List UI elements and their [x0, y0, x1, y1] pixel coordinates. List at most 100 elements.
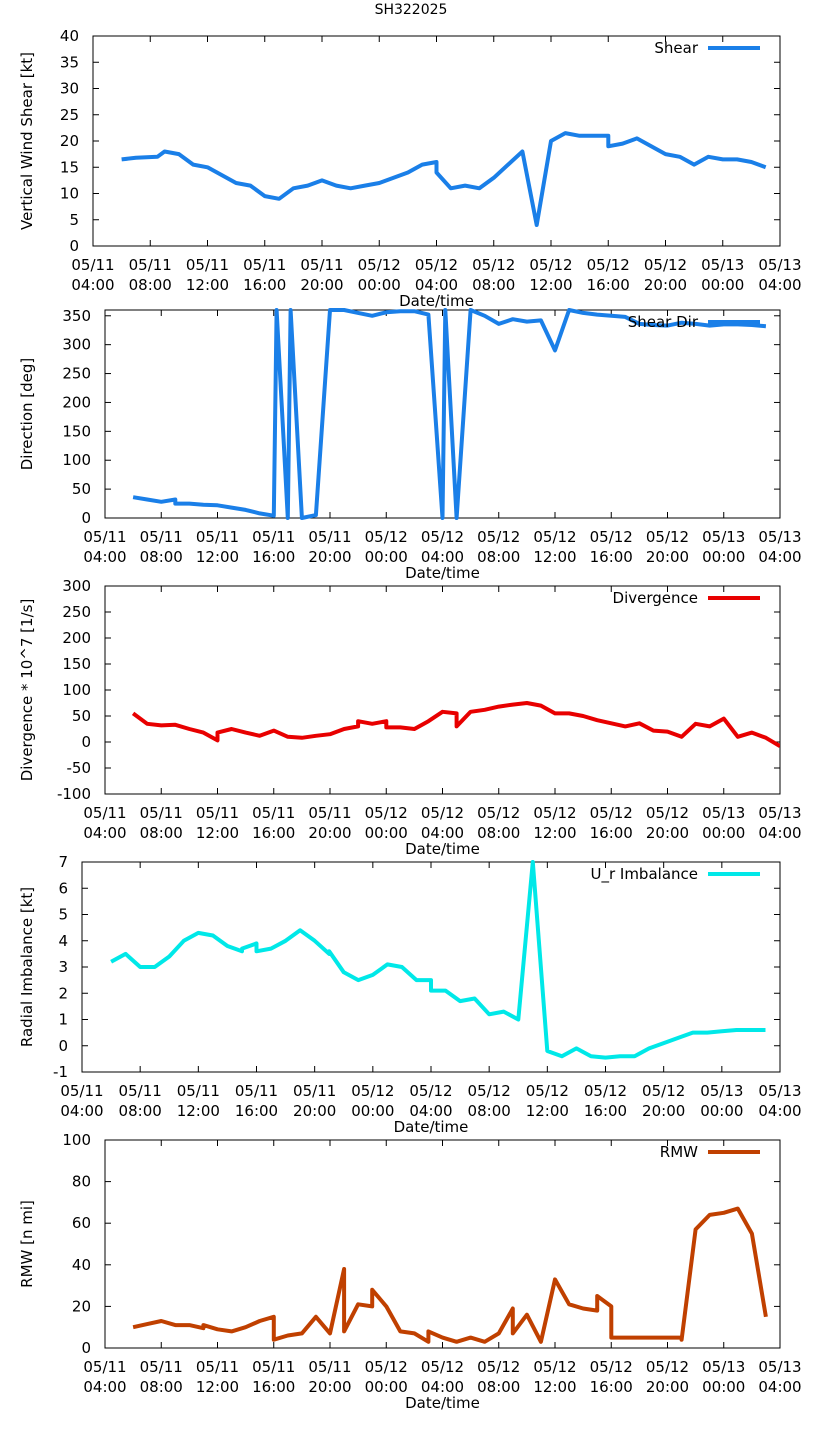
x-tick-label: 08:00	[140, 548, 183, 566]
series-line	[132, 308, 767, 520]
legend-label: U_r Imbalance	[590, 865, 698, 884]
x-tick-label: 04:00	[421, 1378, 464, 1396]
x-tick-label: 00:00	[700, 1102, 743, 1120]
x-tick-label: 04:00	[83, 824, 126, 842]
y-tick-label: -100	[57, 785, 91, 803]
x-tick-label: 05/11	[83, 1358, 126, 1376]
x-tick-label: 05/12	[590, 804, 633, 822]
x-tick-label: 16:00	[590, 1378, 633, 1396]
x-tick-label: 08:00	[468, 1102, 511, 1120]
x-tick-label: 05/11	[308, 528, 351, 546]
series-line	[110, 860, 766, 1060]
x-tick-label: 05/12	[590, 1358, 633, 1376]
x-tick-label: 05/13	[702, 804, 745, 822]
x-tick-label: 05/13	[700, 1082, 743, 1100]
y-tick-label: 250	[62, 603, 91, 621]
x-tick-label: 05/11	[252, 1358, 295, 1376]
plot-frame	[104, 1139, 781, 1349]
x-tick-label: 05/12	[365, 528, 408, 546]
x-tick-label: 12:00	[196, 1378, 239, 1396]
x-tick-label: 05/11	[60, 1082, 103, 1100]
y-tick-label: 300	[62, 577, 91, 595]
legend-label: Shear	[654, 39, 698, 57]
y-tick-label: 20	[72, 1297, 91, 1315]
y-tick-label: 300	[62, 336, 91, 354]
x-tick-label: 04:00	[758, 1102, 801, 1120]
y-tick-label: -1	[53, 1063, 68, 1081]
x-tick-label: 12:00	[526, 1102, 569, 1120]
x-axis-label: Date/time	[405, 840, 480, 858]
y-tick-label: 2	[58, 984, 68, 1002]
x-tick-label: 12:00	[533, 548, 576, 566]
x-tick-label: 05/12	[421, 528, 464, 546]
x-tick-label: 00:00	[365, 1378, 408, 1396]
x-tick-label: 05/11	[308, 804, 351, 822]
y-tick-label: 0	[81, 1339, 91, 1357]
legend-label: RMW	[660, 1143, 698, 1161]
x-tick-label: 05/11	[300, 256, 343, 274]
y-tick-label: 50	[72, 480, 91, 498]
y-tick-label: 10	[60, 185, 79, 203]
shear-direction-chart: 0 50 100 150 200 250 300 350 05/11 04:00 05/11 08:0…	[18, 307, 802, 582]
x-tick-label: 05/12	[642, 1082, 685, 1100]
x-tick-label: 04:00	[60, 1102, 103, 1120]
y-tick-label: 150	[62, 422, 91, 440]
x-tick-label: 00:00	[702, 1378, 745, 1396]
y-tick-label: 60	[72, 1214, 91, 1232]
y-tick-label: -50	[67, 759, 92, 777]
x-tick-label: 05/11	[196, 528, 239, 546]
y-tick-label: 4	[58, 932, 68, 950]
x-tick-label: 05/12	[477, 1358, 520, 1376]
x-tick-label: 00:00	[358, 276, 401, 294]
x-tick-label: 16:00	[243, 276, 286, 294]
x-tick-label: 05/11	[140, 1358, 183, 1376]
x-tick-label: 20:00	[646, 1378, 689, 1396]
x-tick-label: 04:00	[409, 1102, 452, 1120]
radial-imbalance-chart: -1 0 1 2 3 4 5 6 7 05/11 04:00 05/11 08:00 05/11 12:00…	[18, 853, 802, 1136]
x-tick-label: 05/12	[533, 528, 576, 546]
x-tick-label: 16:00	[590, 548, 633, 566]
x-tick-label: 05/12	[415, 256, 458, 274]
x-tick-label: 20:00	[308, 1378, 351, 1396]
x-tick-label: 12:00	[196, 824, 239, 842]
x-tick-label: 05/11	[83, 804, 126, 822]
y-tick-label: 200	[62, 629, 91, 647]
x-tick-label: 05/12	[646, 1358, 689, 1376]
y-tick-label: 0	[58, 1037, 68, 1055]
x-tick-label: 05/13	[758, 1082, 801, 1100]
y-tick-label: 15	[60, 158, 79, 176]
y-axis-label: Divergence * 10^7 [1/s]	[18, 599, 36, 782]
x-tick-label: 05/11	[186, 256, 229, 274]
x-tick-label: 05/12	[477, 804, 520, 822]
y-axis-label: RMW [n mi]	[18, 1200, 36, 1288]
x-tick-label: 16:00	[590, 824, 633, 842]
x-tick-label: 05/12	[533, 1358, 576, 1376]
x-tick-label: 16:00	[252, 548, 295, 566]
x-tick-label: 05/11	[252, 528, 295, 546]
x-tick-label: 05/13	[758, 804, 801, 822]
x-tick-label: 05/12	[421, 1358, 464, 1376]
x-tick-label: 05/12	[529, 256, 572, 274]
x-tick-label: 05/13	[758, 1358, 801, 1376]
x-tick-label: 00:00	[365, 824, 408, 842]
x-tick-label: 20:00	[293, 1102, 336, 1120]
y-tick-label: 1	[58, 1011, 68, 1029]
x-tick-label: 20:00	[308, 824, 351, 842]
y-tick-label: 25	[60, 106, 79, 124]
x-tick-label: 04:00	[83, 548, 126, 566]
x-tick-label: 05/12	[590, 528, 633, 546]
y-tick-label: 5	[69, 211, 79, 229]
y-tick-label: 3	[58, 958, 68, 976]
x-tick-label: 04:00	[71, 276, 114, 294]
x-tick-label: 00:00	[702, 824, 745, 842]
x-tick-label: 20:00	[644, 276, 687, 294]
x-tick-label: 05/12	[421, 804, 464, 822]
x-tick-label: 04:00	[758, 1378, 801, 1396]
shear-chart: 0 5 10 15 20 25 30 35 40 05/11 04:00 05/11 08:00 05/1…	[18, 27, 802, 310]
x-tick-label: 04:00	[415, 276, 458, 294]
y-tick-label: 30	[60, 80, 79, 98]
series-line	[132, 1206, 768, 1344]
x-tick-label: 04:00	[421, 824, 464, 842]
x-tick-label: 20:00	[646, 548, 689, 566]
